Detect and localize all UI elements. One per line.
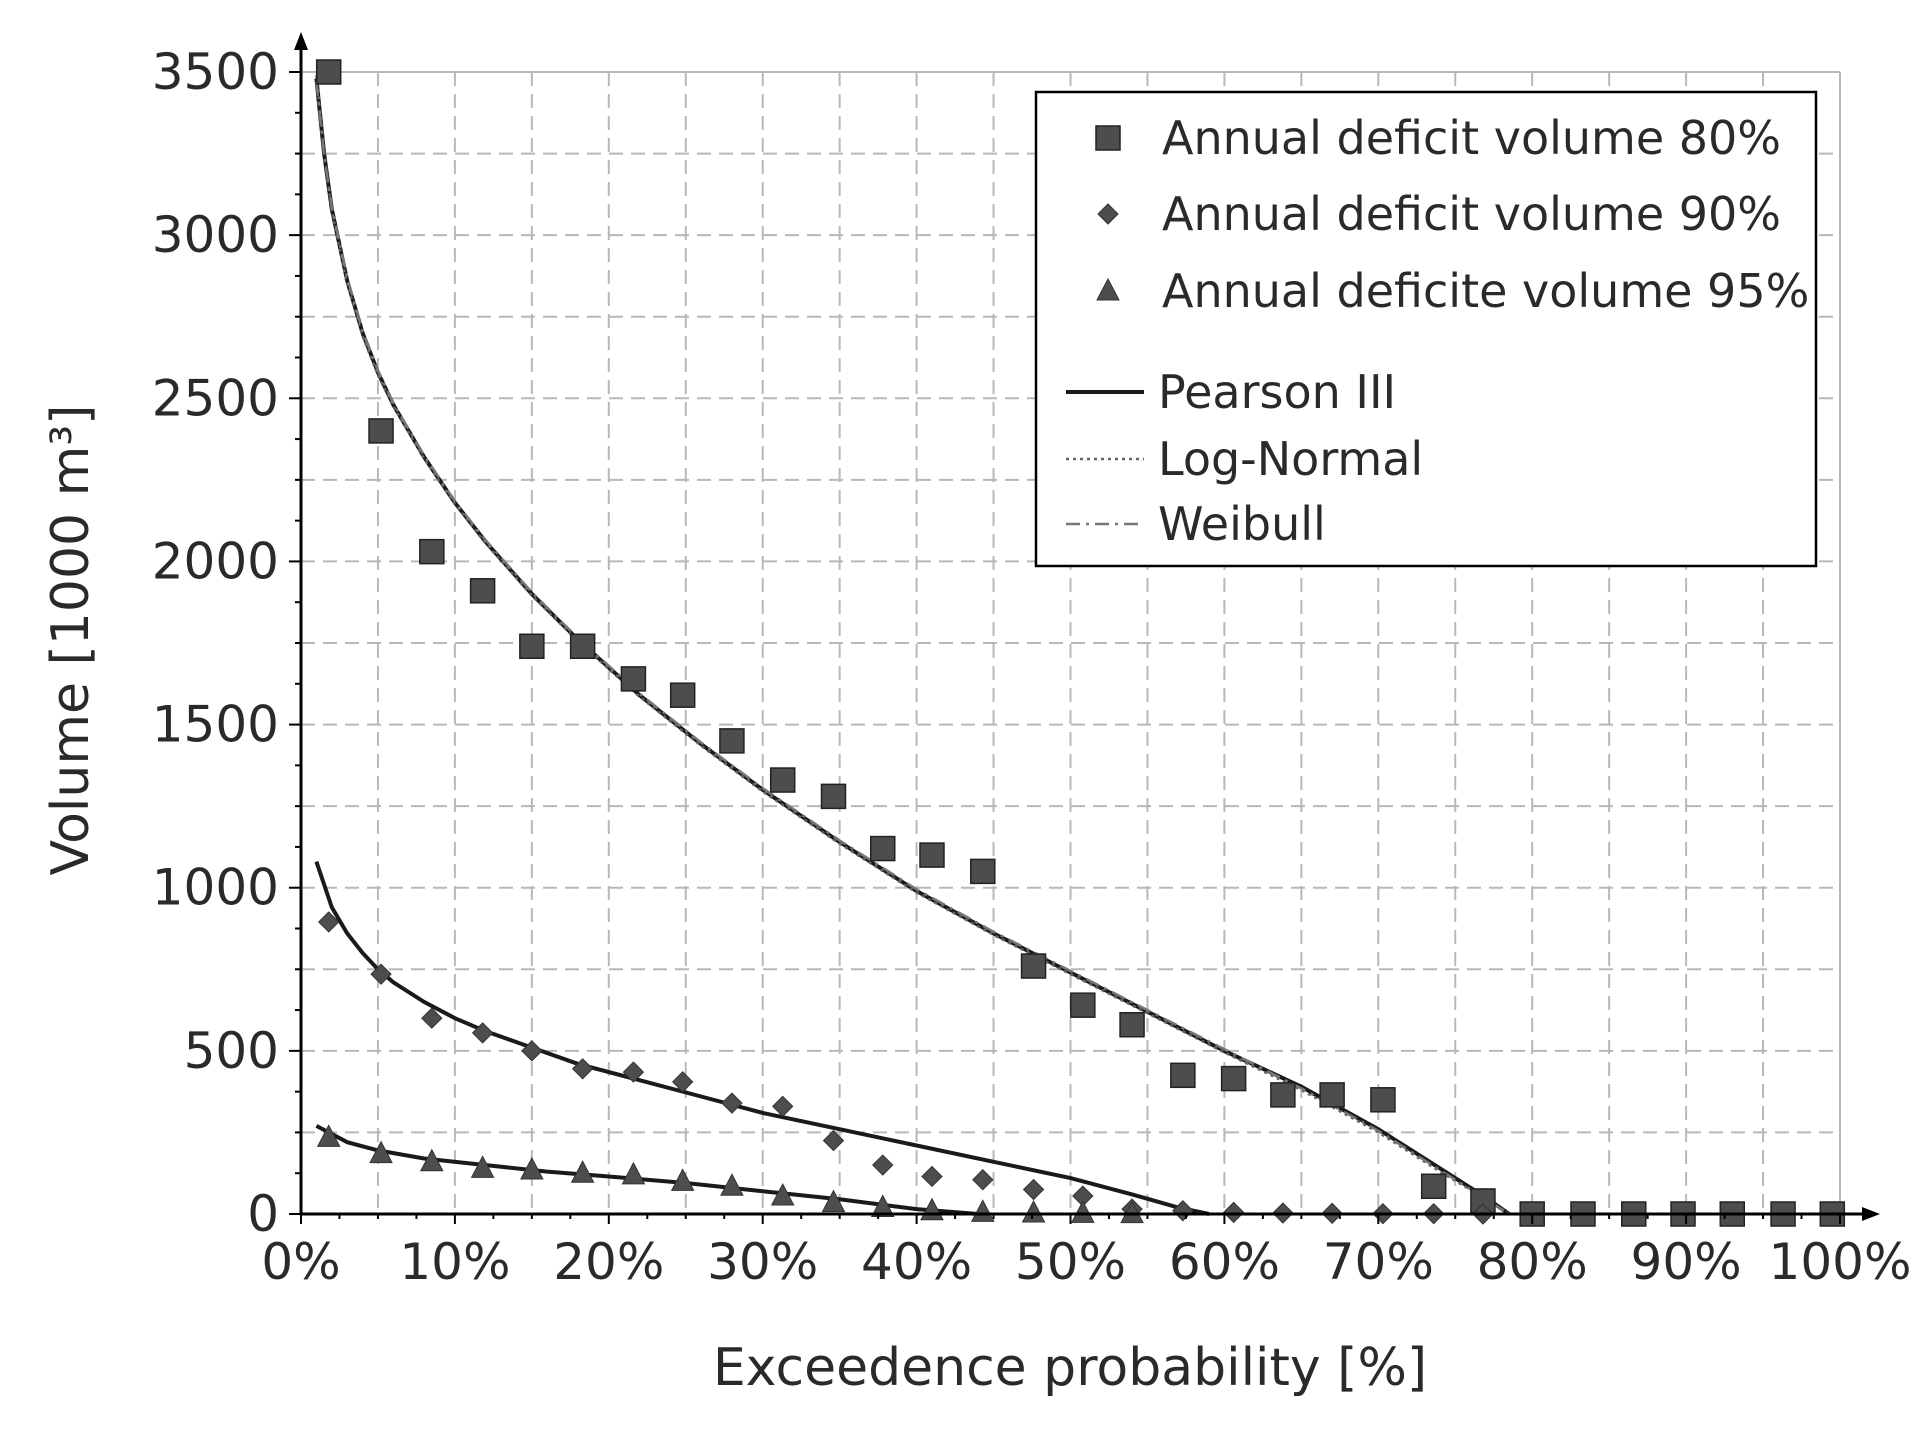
y-tick-label: 2500: [152, 369, 279, 427]
data-point-diamond: [622, 1061, 645, 1083]
legend: Annual deficit volume 80% Annual deficit …: [1034, 90, 1818, 568]
data-point-triangle: [770, 1182, 795, 1206]
data-point-square: [1020, 953, 1047, 979]
legend-label: Annual deficit volume 90%: [1162, 187, 1781, 241]
data-point-square: [1119, 1012, 1145, 1038]
data-point-triangle: [621, 1161, 646, 1185]
x-tick-label: 90%: [1631, 1233, 1742, 1291]
data-point-square: [368, 418, 394, 444]
data-point-square: [1170, 1062, 1196, 1089]
data-point-triangle: [970, 1199, 995, 1222]
data-point-triangle: [369, 1140, 393, 1164]
data-point-diamond: [921, 1165, 943, 1188]
data-point-triangle: [470, 1155, 495, 1178]
data-point-triangle: [520, 1156, 544, 1180]
data-point-diamond: [317, 911, 340, 933]
y-tick-label: 1000: [152, 859, 279, 917]
legend-label: Annual deficit volume 80%: [1162, 111, 1781, 165]
tick-labels: 0% 10% 20% 30% 40% 50% 60% 70% 80% 90% 100% 0 500 100…: [152, 43, 1912, 1291]
data-point-diamond: [521, 1040, 543, 1062]
legend-box: [1034, 90, 1818, 568]
data-point-triangle: [570, 1160, 595, 1183]
x-tick-label: 10%: [399, 1233, 510, 1291]
data-point-diamond: [1022, 1178, 1045, 1201]
data-point-square: [869, 835, 896, 862]
x-tick-label: 30%: [707, 1233, 818, 1291]
data-point-diamond: [1172, 1200, 1194, 1222]
y-tick-label: 3000: [152, 206, 279, 264]
x-axis-title: Exceedence probability [%]: [713, 1338, 1427, 1398]
legend-label: Weibull: [1158, 497, 1326, 551]
y-tick-label: 3500: [152, 43, 279, 101]
data-point-triangle: [870, 1194, 895, 1217]
y-axis-arrow-icon: [294, 32, 308, 50]
x-tick-label: 50%: [1015, 1233, 1126, 1291]
x-tick-label: 40%: [861, 1233, 972, 1291]
data-point-triangle: [1070, 1200, 1095, 1223]
data-point-square: [419, 538, 445, 565]
y-tick-label: 1500: [152, 696, 279, 754]
data-point-diamond: [1222, 1201, 1245, 1224]
data-point-square: [1220, 1065, 1247, 1092]
data-point-diamond: [671, 1071, 694, 1093]
data-point-diamond: [571, 1058, 594, 1080]
data-point-square: [970, 858, 996, 885]
legend-marker-triangle-icon: [1096, 277, 1120, 301]
data-point-diamond: [972, 1169, 994, 1191]
data-point-diamond: [771, 1095, 794, 1118]
y-tick-label: 500: [184, 1022, 279, 1080]
data-point-square: [919, 842, 945, 868]
data-point-diamond: [471, 1022, 494, 1044]
data-point-square: [769, 767, 796, 793]
data-point-square: [719, 728, 745, 754]
data-point-square: [620, 666, 647, 692]
data-point-triangle: [316, 1124, 341, 1147]
data-point-square: [1370, 1087, 1396, 1113]
data-point-square: [569, 633, 596, 660]
legend-label: Log-Normal: [1158, 432, 1423, 486]
data-point-square: [315, 59, 342, 85]
data-point-square: [519, 633, 545, 660]
data-point-triangle: [1120, 1200, 1144, 1224]
x-tick-label: 60%: [1169, 1233, 1280, 1291]
data-point-square: [820, 783, 847, 810]
data-point-triangle: [670, 1168, 695, 1191]
data-point-square: [1270, 1082, 1296, 1108]
x-tick-label: 100%: [1769, 1233, 1912, 1291]
data-point-square: [1070, 992, 1096, 1018]
x-tick-label: 20%: [553, 1233, 664, 1291]
legend-label: Annual deficite volume 95%: [1162, 264, 1809, 318]
axes: [289, 32, 1880, 1224]
data-point-square: [1319, 1082, 1345, 1108]
legend-marker-square-icon: [1095, 125, 1121, 151]
data-point-square: [1420, 1173, 1447, 1200]
legend-label: Pearson III: [1158, 365, 1396, 419]
data-point-diamond: [370, 963, 392, 985]
y-axis-title: Volume [1000 m³]: [41, 405, 101, 876]
data-point-triangle: [720, 1173, 744, 1196]
data-point-triangle: [821, 1189, 846, 1213]
curve-weibull: [315, 81, 1510, 1216]
x-axis-arrow-icon: [1862, 1207, 1880, 1221]
data-point-square: [669, 682, 696, 708]
data-point-diamond: [822, 1129, 845, 1152]
data-point-diamond: [872, 1154, 894, 1176]
y-tick-label: 0: [247, 1185, 279, 1243]
data-point-diamond: [721, 1092, 743, 1114]
data-point-square: [469, 578, 496, 604]
x-tick-label: 70%: [1323, 1233, 1434, 1291]
data-point-triangle: [1021, 1199, 1046, 1223]
y-tick-label: 2000: [152, 532, 279, 590]
legend-marker-diamond-icon: [1097, 203, 1119, 225]
data-point-diamond: [421, 1007, 443, 1029]
x-tick-label: 80%: [1477, 1233, 1588, 1291]
data-point-triangle: [419, 1148, 444, 1172]
x-tick-label: 0%: [261, 1233, 340, 1291]
